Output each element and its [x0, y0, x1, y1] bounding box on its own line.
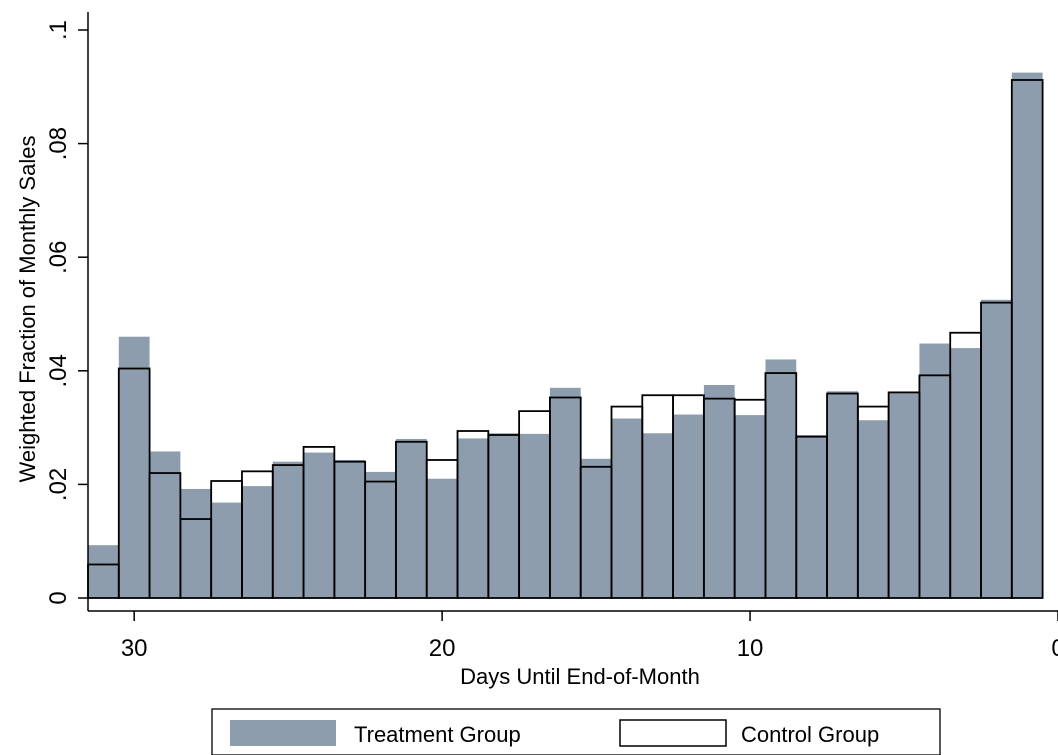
y-tick-label: .08 [45, 127, 72, 160]
control-bars [87, 79, 1044, 599]
treatment-bar [365, 471, 396, 598]
y-tick-label: .06 [45, 241, 72, 274]
y-tick-label: .04 [45, 354, 72, 387]
treatment-bar [642, 433, 674, 598]
treatment-bar [88, 545, 119, 598]
control-bar [1010, 79, 1044, 599]
y-tick-label: .1 [45, 20, 72, 40]
treatment-bar [919, 343, 951, 598]
x-tick-label: 20 [429, 635, 456, 662]
treatment-bar [950, 348, 982, 598]
treatment-bar [272, 461, 304, 598]
treatment-bar [549, 387, 581, 598]
treatment-bar [1011, 72, 1043, 599]
treatment-bar [734, 415, 766, 598]
treatment-bar [765, 359, 797, 598]
x-axis-ticks: 30 20 10 0 [121, 611, 1058, 662]
y-axis-label: Weighted Fraction of Monthly Sales [15, 136, 40, 483]
x-tick-label: 0 [1051, 635, 1058, 662]
treatment-bar [703, 385, 735, 598]
treatment-bar [118, 336, 150, 598]
x-axis-label: Days Until End-of-Month [460, 664, 700, 689]
treatment-bar [888, 392, 920, 598]
treatment-bar [395, 438, 427, 598]
treatment-bar [796, 434, 828, 598]
treatment-bar [673, 414, 704, 598]
treatment-bar [981, 299, 1012, 598]
treatment-bar [611, 418, 643, 598]
treatment-bar [149, 451, 181, 598]
treatment-bar [519, 433, 550, 598]
y-tick-label: 0 [45, 591, 72, 604]
treatment-bar [180, 488, 212, 598]
treatment-bar [211, 502, 242, 598]
treatment-bar [857, 420, 889, 598]
treatment-bar [488, 433, 520, 598]
treatment-bar [334, 459, 366, 598]
x-tick-label: 30 [121, 635, 148, 662]
treatment-bar [580, 458, 612, 598]
treatment-bars [88, 72, 1043, 599]
treatment-bar [303, 452, 335, 598]
treatment-bar [241, 486, 273, 598]
treatment-bar [426, 478, 458, 598]
legend: Treatment Group Control Group [211, 708, 941, 755]
legend-label-treatment: Treatment Group [354, 722, 521, 747]
y-tick-label: .02 [45, 468, 72, 501]
legend-label-control: Control Group [741, 722, 879, 747]
y-axis-ticks: 0 .02 .04 .06 .08 .1 [45, 20, 88, 605]
x-tick-label: 10 [737, 635, 764, 662]
legend-swatch-treatment [230, 720, 336, 746]
treatment-bar [457, 438, 489, 598]
legend-swatch-control [619, 719, 727, 747]
treatment-bar [827, 391, 858, 598]
